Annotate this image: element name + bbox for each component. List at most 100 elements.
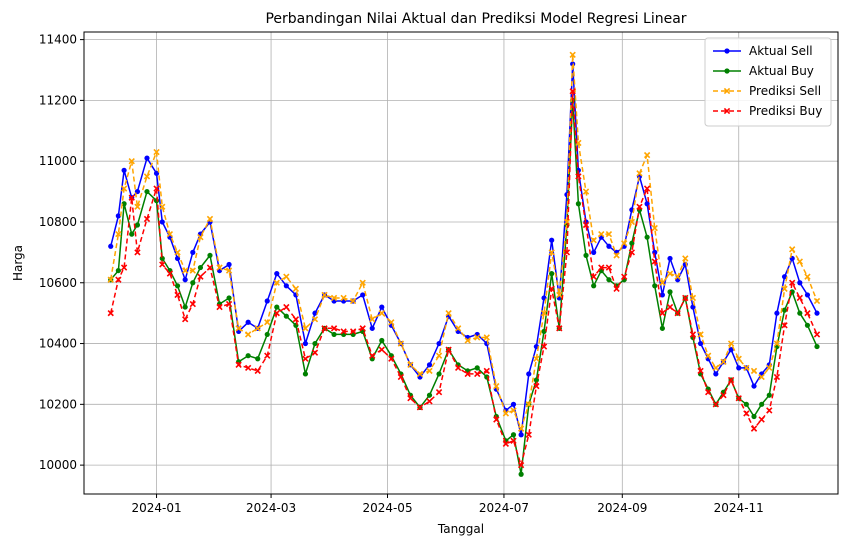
y-axis-label: Harga bbox=[11, 245, 25, 281]
data-point bbox=[743, 410, 750, 417]
data-point bbox=[189, 267, 196, 274]
data-point bbox=[549, 237, 555, 243]
x-axis: 2024-01 2024-03 2024-05 2024-07 2024-09 2024-… bbox=[131, 494, 764, 515]
data-point bbox=[244, 364, 252, 372]
data-point bbox=[548, 285, 555, 293]
data-point bbox=[517, 461, 525, 469]
data-point bbox=[120, 264, 128, 271]
x-tick-label: 2024-11 bbox=[714, 501, 764, 515]
data-point bbox=[781, 285, 788, 293]
data-point bbox=[766, 407, 773, 414]
data-point bbox=[144, 188, 150, 195]
data-point bbox=[379, 304, 385, 310]
data-point bbox=[436, 371, 442, 377]
data-point bbox=[556, 291, 563, 299]
data-point bbox=[121, 167, 127, 173]
data-point bbox=[454, 325, 462, 332]
data-point bbox=[697, 367, 704, 375]
data-point bbox=[226, 261, 232, 268]
data-point bbox=[773, 340, 781, 347]
data-point bbox=[254, 367, 261, 375]
legend-marker bbox=[724, 48, 730, 54]
data-point bbox=[493, 416, 500, 423]
y-axis: 10000 10200 10400 10600 10800 11000 11200 11400 bbox=[39, 33, 84, 472]
data-point bbox=[697, 331, 704, 338]
data-point bbox=[549, 271, 555, 277]
legend-marker bbox=[724, 68, 730, 74]
data-point bbox=[510, 437, 517, 444]
grid-lines bbox=[84, 32, 838, 494]
data-point bbox=[143, 215, 151, 223]
data-point bbox=[525, 401, 532, 408]
data-point bbox=[108, 243, 114, 249]
data-point bbox=[120, 185, 128, 192]
data-point bbox=[379, 337, 385, 344]
data-point bbox=[445, 346, 452, 353]
data-point bbox=[115, 213, 121, 219]
chart-title: Perbandingan Nilai Aktual dan Prediksi M… bbox=[265, 11, 686, 27]
data-point bbox=[474, 365, 480, 371]
data-point bbox=[533, 355, 540, 362]
data-point bbox=[197, 233, 204, 241]
legend-item: Prediksi Buy bbox=[713, 104, 822, 118]
series-prediksi-buy bbox=[107, 88, 821, 469]
data-point bbox=[659, 279, 666, 286]
data-point bbox=[216, 303, 223, 311]
data-point bbox=[720, 358, 727, 365]
data-point bbox=[540, 309, 548, 317]
data-point bbox=[804, 292, 811, 298]
data-point bbox=[153, 170, 160, 176]
data-point bbox=[426, 392, 433, 398]
data-point bbox=[397, 340, 405, 347]
data-point bbox=[758, 416, 765, 423]
data-point bbox=[283, 313, 289, 319]
data-point bbox=[197, 264, 204, 271]
data-point bbox=[264, 331, 270, 338]
data-point bbox=[143, 173, 151, 180]
data-point bbox=[206, 264, 214, 271]
data-point bbox=[629, 240, 635, 246]
data-point bbox=[659, 309, 666, 317]
data-point bbox=[283, 303, 290, 311]
data-point bbox=[483, 367, 490, 375]
data-point bbox=[540, 343, 548, 350]
data-point bbox=[464, 370, 471, 378]
x-tick-label: 2024-03 bbox=[246, 501, 296, 515]
data-point bbox=[563, 249, 571, 256]
data-point bbox=[582, 188, 590, 195]
data-point bbox=[814, 310, 820, 316]
legend-box bbox=[704, 37, 832, 127]
data-point bbox=[652, 283, 658, 289]
legend-marker bbox=[723, 107, 731, 115]
data-point bbox=[292, 316, 300, 323]
data-point bbox=[510, 407, 517, 414]
data-point bbox=[659, 292, 665, 298]
data-point bbox=[569, 51, 576, 58]
data-point bbox=[644, 201, 650, 207]
data-point bbox=[493, 382, 500, 390]
data-point bbox=[369, 316, 376, 323]
data-point bbox=[159, 203, 166, 210]
legend-label: Prediksi Sell bbox=[749, 84, 821, 98]
data-point bbox=[598, 230, 605, 238]
series-layer bbox=[107, 51, 821, 477]
data-point bbox=[743, 401, 749, 407]
data-point bbox=[605, 264, 613, 271]
data-point bbox=[605, 230, 613, 238]
data-point bbox=[674, 309, 681, 317]
data-point bbox=[235, 361, 242, 368]
data-point bbox=[235, 325, 242, 332]
data-point bbox=[311, 349, 319, 356]
data-point bbox=[302, 325, 309, 332]
data-point bbox=[174, 283, 181, 289]
data-point bbox=[153, 148, 160, 156]
data-point bbox=[388, 319, 395, 326]
data-point bbox=[628, 249, 636, 256]
data-point bbox=[774, 310, 780, 316]
data-point bbox=[644, 234, 650, 240]
data-point bbox=[426, 362, 433, 368]
data-point bbox=[190, 280, 196, 286]
data-point bbox=[697, 340, 704, 347]
data-point bbox=[435, 352, 443, 359]
data-point bbox=[759, 401, 765, 407]
